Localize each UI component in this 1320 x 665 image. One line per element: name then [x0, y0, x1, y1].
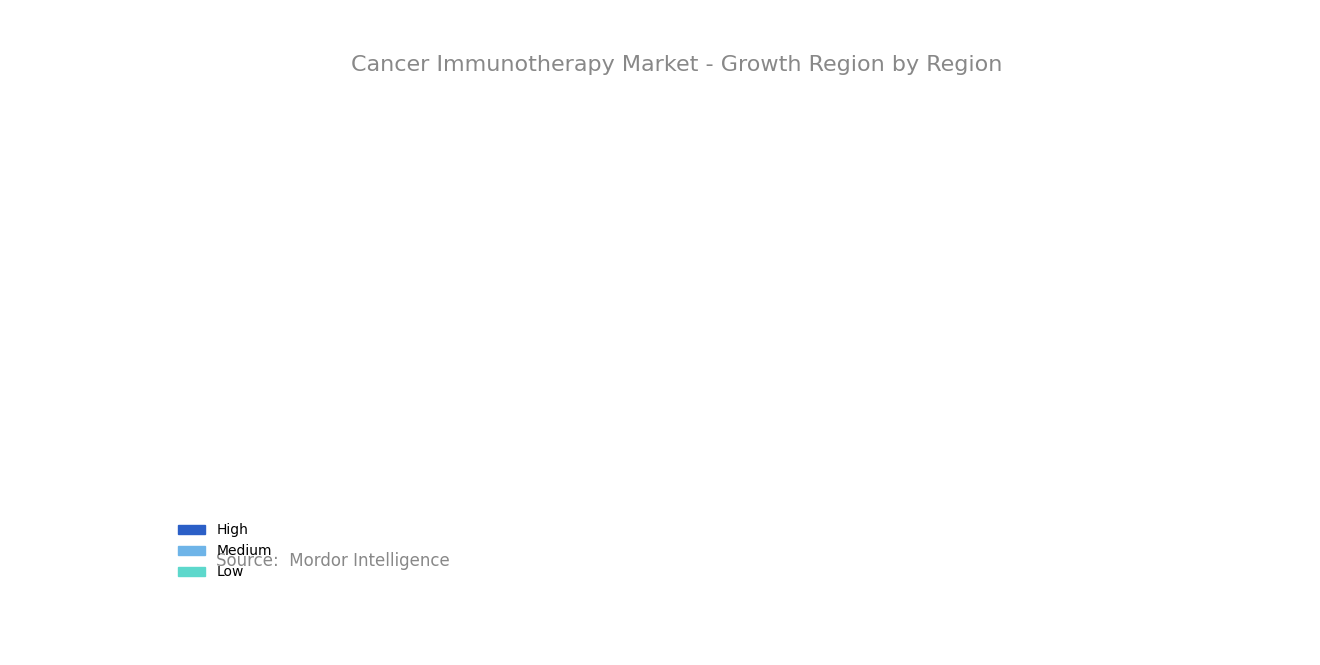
Legend: High, Medium, Low: High, Medium, Low — [172, 518, 277, 585]
Title: Cancer Immunotherapy Market - Growth Region by Region: Cancer Immunotherapy Market - Growth Reg… — [351, 55, 1002, 75]
Text: Source:  Mordor Intelligence: Source: Mordor Intelligence — [216, 552, 450, 571]
